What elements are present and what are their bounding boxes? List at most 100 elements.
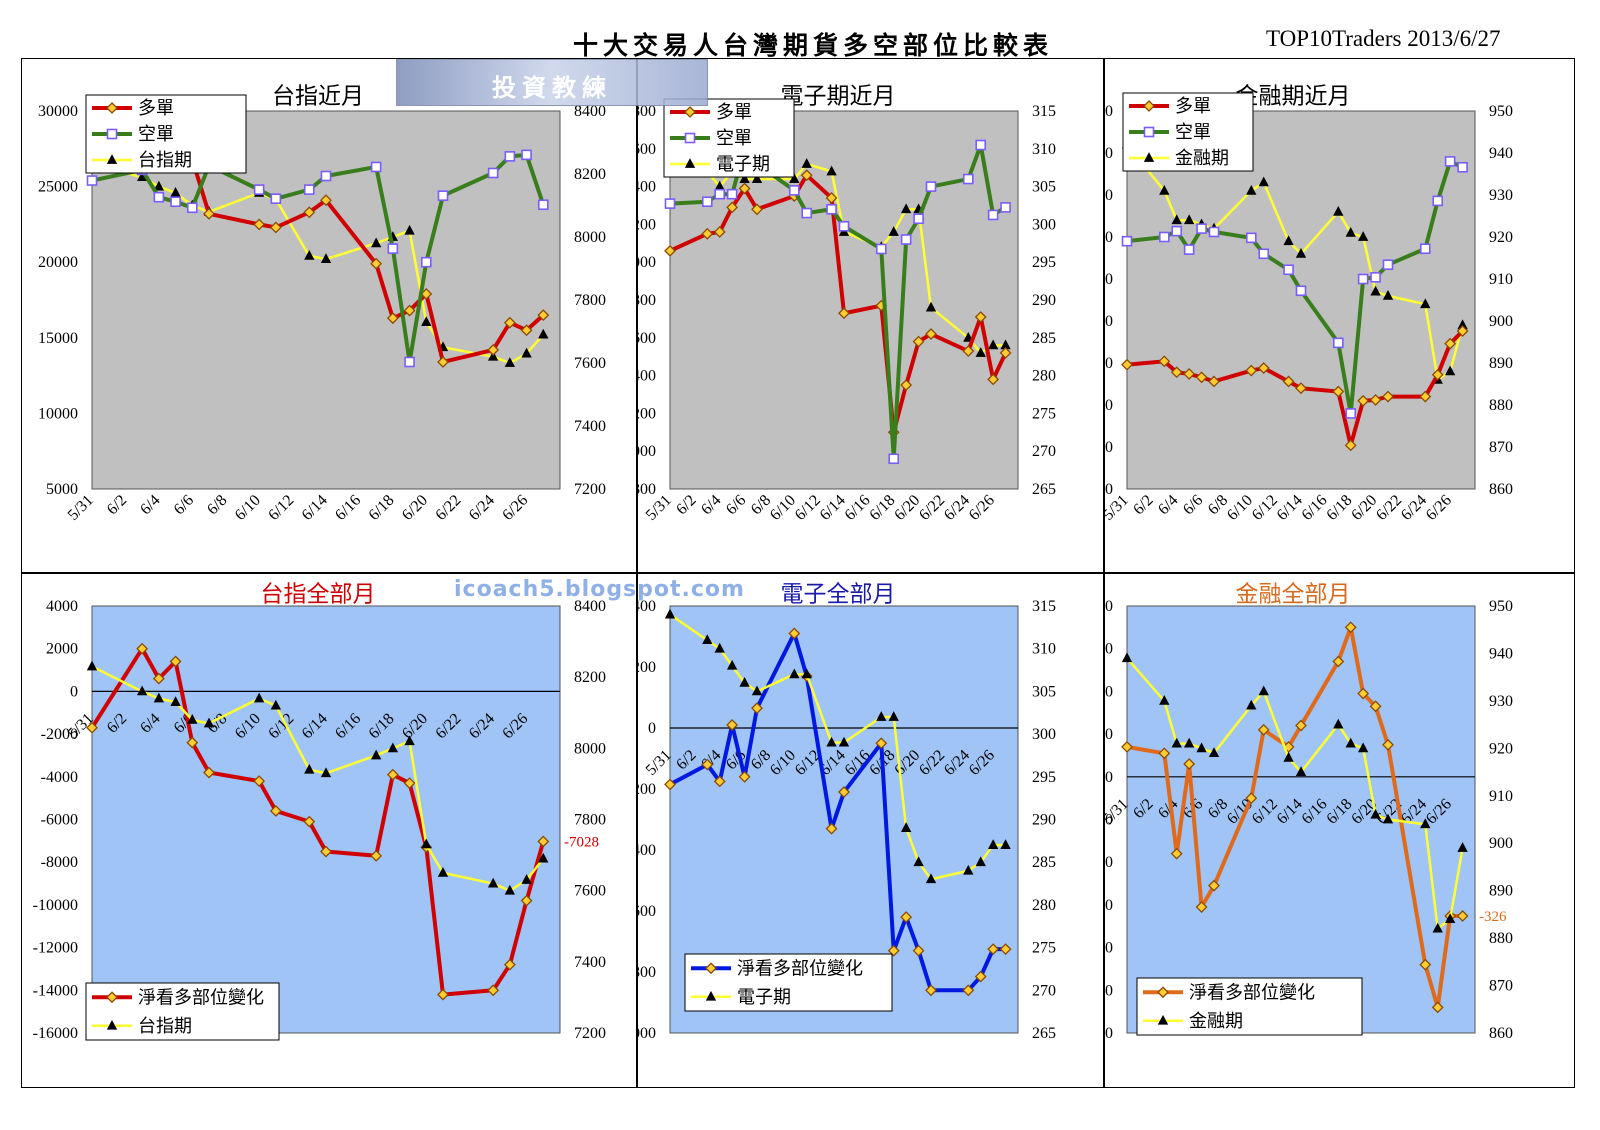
y-tick-label: 4000	[46, 598, 78, 615]
data-point	[403, 304, 416, 317]
y-tick-label: 5000	[46, 481, 78, 498]
y-tick-label: 3000	[1105, 271, 1113, 288]
data-point	[1369, 700, 1382, 713]
data-point	[751, 702, 763, 715]
y2-tick-label: 285	[1032, 854, 1056, 871]
y-tick-label: 2800	[638, 103, 656, 120]
data-point	[253, 692, 265, 703]
data-point	[153, 180, 165, 191]
data-point	[421, 838, 432, 849]
data-point	[702, 634, 713, 645]
divider	[21, 572, 1575, 574]
y2-tick-label: 7200	[574, 481, 606, 498]
x-tick-label: 6/2	[104, 492, 130, 518]
data-point	[684, 158, 696, 168]
data-point	[1357, 742, 1369, 753]
data-point	[386, 312, 399, 325]
data-point	[887, 944, 900, 957]
y2-tick-label: 300	[1032, 216, 1056, 233]
y-tick-label: 15000	[38, 330, 78, 347]
data-point	[503, 316, 516, 329]
data-point	[320, 767, 332, 778]
y-tick-label: 10000	[38, 405, 78, 422]
data-point	[987, 839, 999, 850]
y2-tick-label: 7800	[574, 812, 606, 829]
data-point	[1158, 231, 1170, 243]
y-tick-label: 30000	[38, 103, 78, 120]
data-point	[1344, 621, 1357, 634]
data-point	[1382, 813, 1394, 824]
data-point	[1444, 365, 1456, 376]
y-tick-label: -14000	[33, 982, 78, 999]
x-tick-label: 6/2	[1130, 492, 1156, 518]
chart-electronics-all: 電子全部月 400 200 0 -200 -400 -600 -800 -1000 315 310 3…	[638, 582, 1056, 1043]
data-point	[504, 884, 516, 895]
data-point	[437, 867, 449, 877]
y2-tick-label: 310	[1032, 141, 1056, 158]
y2-tick-label: 270	[1032, 443, 1056, 460]
data-point	[437, 190, 449, 201]
data-point	[726, 188, 738, 200]
y2-tick-label: 275	[1032, 405, 1056, 422]
y2-tick-label: 265	[1032, 481, 1056, 498]
data-point	[1245, 792, 1258, 805]
data-point	[270, 699, 282, 710]
y-tick-label: -600	[638, 903, 656, 920]
x-tick-label: 6/20	[1348, 492, 1380, 524]
data-point	[1431, 368, 1444, 381]
x-tick-label: 6/26	[966, 492, 998, 524]
y-tick-label: 400	[638, 598, 656, 615]
data-point	[170, 696, 181, 706]
y-tick-label: 0	[1105, 769, 1113, 786]
data-point	[1208, 226, 1220, 238]
end-value-label: -326	[1479, 909, 1507, 925]
data-point	[726, 719, 739, 731]
data-point	[1370, 808, 1381, 819]
data-point	[900, 379, 913, 391]
brand-logo: 投資教練	[396, 59, 708, 106]
legend-label: 多單	[716, 102, 752, 123]
data-point	[1370, 285, 1381, 296]
y2-tick-label: 910	[1489, 788, 1513, 805]
data-point	[788, 627, 801, 640]
data-point	[1258, 248, 1270, 260]
y-tick-label: 2200	[638, 216, 656, 233]
y-tick-label: -2000	[41, 726, 78, 743]
y-tick-label: 800	[638, 481, 656, 498]
data-point	[1283, 751, 1294, 762]
data-point	[987, 373, 1000, 386]
data-point	[320, 253, 332, 263]
y2-tick-label: 880	[1489, 397, 1513, 414]
data-point	[487, 350, 499, 361]
data-point	[800, 169, 813, 182]
data-point	[963, 864, 974, 875]
data-point	[1283, 235, 1294, 246]
data-point	[888, 453, 900, 465]
data-point	[86, 660, 98, 671]
y2-tick-label: 305	[1032, 683, 1056, 700]
x-tick-label: 6/24	[941, 492, 973, 524]
data-point	[503, 958, 516, 971]
data-point	[739, 677, 750, 687]
data-point	[1357, 394, 1370, 407]
data-point	[714, 188, 726, 200]
data-point	[1357, 273, 1369, 285]
data-point	[269, 221, 282, 234]
data-point	[1419, 243, 1431, 255]
data-point	[404, 224, 415, 235]
data-point	[789, 668, 800, 679]
data-point	[1143, 100, 1155, 112]
y2-tick-label: 870	[1489, 978, 1513, 995]
y-tick-label: 200	[1105, 683, 1113, 700]
data-point	[974, 970, 987, 983]
data-point	[1432, 195, 1444, 207]
y-tick-label: 2600	[638, 141, 656, 158]
data-point	[538, 328, 549, 339]
data-point	[1444, 156, 1456, 167]
blog-watermark: icoach5.blogspot.com	[454, 577, 745, 602]
data-point	[1195, 371, 1208, 384]
data-point	[726, 201, 739, 214]
y-tick-label: 1600	[638, 330, 656, 347]
data-point	[1258, 176, 1269, 187]
y2-tick-label: 285	[1032, 330, 1056, 347]
